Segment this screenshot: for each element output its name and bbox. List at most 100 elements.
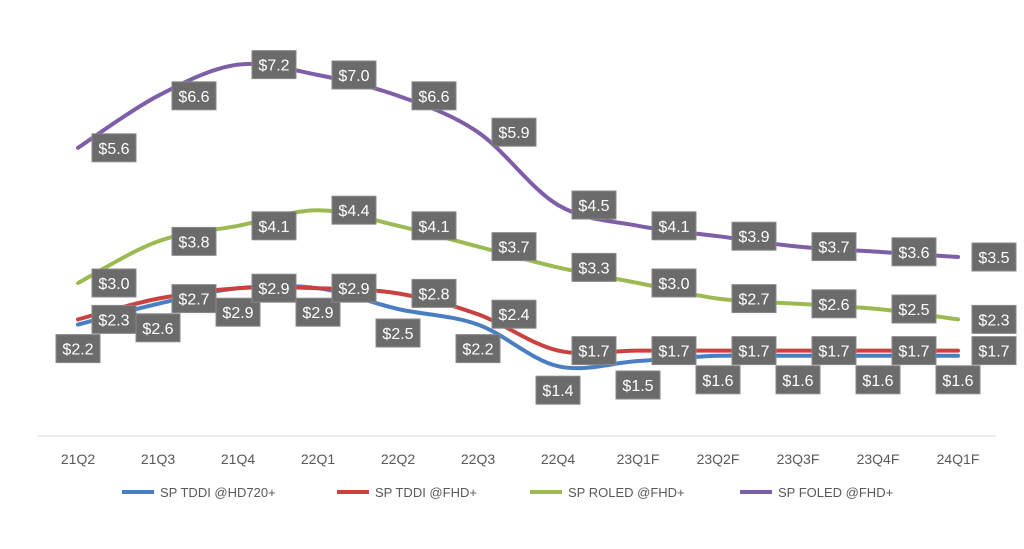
svg-text:$1.7: $1.7 <box>658 344 689 361</box>
data-label: $3.0 <box>651 268 697 298</box>
svg-text:$1.7: $1.7 <box>738 344 769 361</box>
svg-text:$3.5: $3.5 <box>978 250 1009 267</box>
svg-text:$6.6: $6.6 <box>418 89 449 106</box>
data-label: $2.6 <box>135 313 181 343</box>
legend-label: SP ROLED @FHD+ <box>568 485 685 500</box>
svg-text:$2.9: $2.9 <box>222 305 253 322</box>
data-label: $1.7 <box>811 336 857 366</box>
data-label: $1.5 <box>615 370 661 400</box>
svg-text:$1.7: $1.7 <box>818 344 849 361</box>
data-label: $3.7 <box>491 232 537 262</box>
svg-text:$2.9: $2.9 <box>338 281 369 298</box>
legend-label: SP TDDI @FHD+ <box>375 485 477 500</box>
svg-text:$2.7: $2.7 <box>178 292 209 309</box>
svg-text:$3.9: $3.9 <box>738 229 769 246</box>
data-label: $3.8 <box>171 226 217 256</box>
svg-text:$3.7: $3.7 <box>498 240 529 257</box>
x-tick-label: 21Q2 <box>61 451 95 467</box>
data-label: $5.9 <box>491 117 537 147</box>
data-label: $1.6 <box>695 365 741 395</box>
data-label: $2.7 <box>171 284 217 314</box>
svg-text:$6.6: $6.6 <box>178 89 209 106</box>
data-label: $1.7 <box>651 336 697 366</box>
data-label: $4.1 <box>411 211 457 241</box>
svg-text:$5.6: $5.6 <box>98 141 129 158</box>
data-label: $6.6 <box>411 81 457 111</box>
data-label: $2.5 <box>891 294 937 324</box>
svg-text:$2.7: $2.7 <box>738 292 769 309</box>
x-tick-label: 22Q1 <box>301 451 335 467</box>
data-label: $1.7 <box>971 336 1017 366</box>
data-label: $7.0 <box>331 60 377 90</box>
data-label: $2.2 <box>55 334 101 364</box>
legend-label: SP TDDI @HD720+ <box>160 485 276 500</box>
x-tick-label: 21Q3 <box>141 451 175 467</box>
data-label: $3.3 <box>571 252 617 282</box>
legend-item: SP TDDI @HD720+ <box>122 485 276 500</box>
svg-text:$5.9: $5.9 <box>498 125 529 142</box>
svg-text:$1.4: $1.4 <box>542 383 573 400</box>
svg-text:$4.1: $4.1 <box>418 219 449 236</box>
data-label: $3.5 <box>971 242 1017 272</box>
data-label: $1.7 <box>891 336 937 366</box>
svg-text:$2.8: $2.8 <box>418 286 449 303</box>
data-label: $7.2 <box>251 50 297 80</box>
svg-text:$4.5: $4.5 <box>578 198 609 215</box>
data-label: $3.9 <box>731 221 777 251</box>
data-label: $4.4 <box>331 195 377 225</box>
data-label: $1.7 <box>571 336 617 366</box>
data-label: $2.8 <box>411 278 457 308</box>
data-label: $2.7 <box>731 284 777 314</box>
data-label: $1.6 <box>775 365 821 395</box>
svg-text:$2.2: $2.2 <box>62 342 93 359</box>
data-label: $2.9 <box>251 273 297 303</box>
x-tick-label: 22Q2 <box>381 451 415 467</box>
data-label: $1.6 <box>935 365 981 395</box>
svg-text:$1.7: $1.7 <box>978 344 1009 361</box>
svg-text:$1.7: $1.7 <box>898 344 929 361</box>
svg-text:$1.6: $1.6 <box>862 373 893 390</box>
x-tick-label: 23Q3F <box>777 451 820 467</box>
x-tick-label: 23Q1F <box>617 451 660 467</box>
x-tick-label: 23Q2F <box>697 451 740 467</box>
svg-text:$4.1: $4.1 <box>658 219 689 236</box>
data-label: $3.7 <box>811 232 857 262</box>
data-label: $2.3 <box>971 304 1017 334</box>
svg-text:$3.6: $3.6 <box>898 245 929 262</box>
svg-text:$2.6: $2.6 <box>142 321 173 338</box>
data-label: $2.9 <box>295 297 341 327</box>
svg-text:$1.6: $1.6 <box>702 373 733 390</box>
legend-item: SP ROLED @FHD+ <box>530 485 685 500</box>
svg-text:$2.2: $2.2 <box>462 342 493 359</box>
legend-label: SP FOLED @FHD+ <box>778 485 893 500</box>
data-label: $2.5 <box>375 318 421 348</box>
data-label: $4.1 <box>651 211 697 241</box>
data-label: $2.9 <box>331 273 377 303</box>
svg-text:$2.5: $2.5 <box>898 302 929 319</box>
svg-text:$2.4: $2.4 <box>498 307 529 324</box>
data-label: $4.1 <box>251 211 297 241</box>
svg-text:$2.3: $2.3 <box>978 312 1009 329</box>
svg-text:$1.6: $1.6 <box>942 373 973 390</box>
svg-text:$4.1: $4.1 <box>258 219 289 236</box>
x-tick-label: 21Q4 <box>221 451 255 467</box>
svg-text:$2.9: $2.9 <box>302 305 333 322</box>
svg-text:$1.5: $1.5 <box>622 378 653 395</box>
data-label: $6.6 <box>171 81 217 111</box>
series-line-1 <box>76 285 960 356</box>
data-label: $1.7 <box>731 336 777 366</box>
data-label: $2.9 <box>215 297 261 327</box>
data-label: $2.3 <box>91 304 137 334</box>
x-tick-label: 22Q3 <box>461 451 495 467</box>
legend-item: SP TDDI @FHD+ <box>337 485 477 500</box>
svg-text:$1.7: $1.7 <box>578 344 609 361</box>
x-tick-label: 23Q4F <box>857 451 900 467</box>
svg-text:$2.6: $2.6 <box>818 297 849 314</box>
x-tick-label: 24Q1F <box>937 451 980 467</box>
data-label: $2.6 <box>811 289 857 319</box>
svg-text:$2.3: $2.3 <box>98 312 129 329</box>
data-label: $1.4 <box>535 375 581 405</box>
svg-text:$2.5: $2.5 <box>382 326 413 343</box>
